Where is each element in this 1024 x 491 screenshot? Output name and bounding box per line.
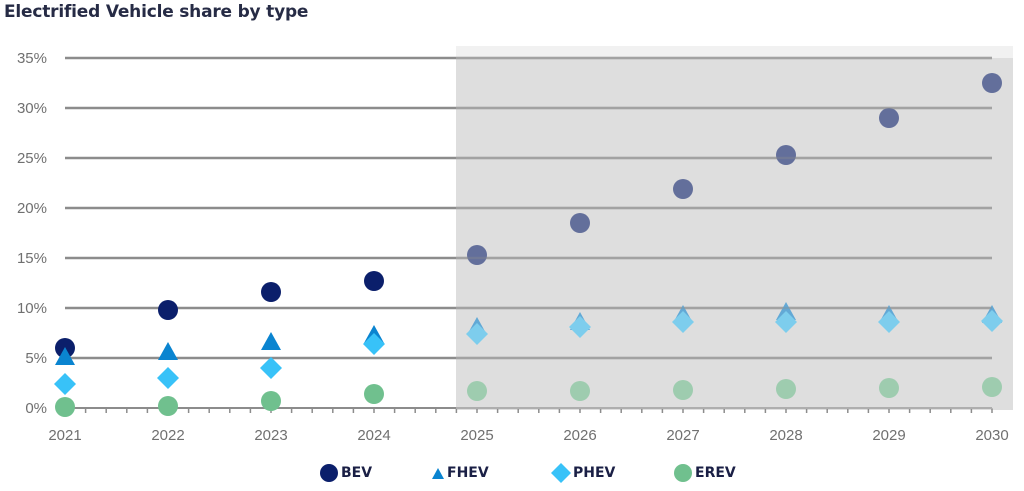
forecast-shaded-region (456, 58, 1013, 410)
x-tick-label: 2021 (48, 427, 81, 444)
data-point-bev (776, 145, 796, 165)
data-point-phev (54, 373, 76, 395)
legend-label: FHEV (447, 465, 489, 481)
y-tick-label: 10% (17, 300, 47, 317)
x-tick-label: 2023 (254, 427, 287, 444)
data-point-erev (261, 391, 281, 411)
data-point-bev (673, 179, 693, 199)
data-point-bev (261, 282, 281, 302)
x-tick-label: 2027 (666, 427, 699, 444)
circle-marker-icon (674, 464, 692, 482)
y-tick-label: 0% (25, 400, 47, 417)
data-point-fhev (158, 342, 178, 360)
triangle-marker-icon (432, 468, 444, 479)
data-point-erev (673, 380, 693, 400)
data-point-erev (467, 381, 487, 401)
scatter-chart: 0% 5% 10% 15% 20% 25% 30% 35% 2021 2022 2023 2024 2… (17, 46, 1013, 444)
data-point-fhev (261, 332, 281, 350)
data-point-erev (158, 396, 178, 416)
circle-marker-icon (320, 464, 338, 482)
data-point-phev (569, 316, 591, 338)
data-point-bev (158, 300, 178, 320)
x-tick-label: 2029 (872, 427, 905, 444)
x-tick-label: 2022 (151, 427, 184, 444)
legend-label: BEV (341, 465, 373, 481)
legend: BEV FHEV PHEV EREV (0, 462, 1024, 486)
y-tick-label: 25% (17, 150, 47, 167)
data-point-phev (363, 333, 385, 355)
data-point-erev (982, 377, 1002, 397)
x-tick-label: 2026 (563, 427, 596, 444)
data-point-phev (878, 311, 900, 333)
legend-item-bev: BEV (318, 462, 372, 484)
data-point-bev (467, 245, 487, 265)
x-tick-label: 2024 (357, 427, 390, 444)
x-tick-label: 2025 (460, 427, 493, 444)
data-point-phev (157, 367, 179, 389)
data-point-erev (55, 397, 75, 417)
legend-label: PHEV (573, 465, 616, 481)
data-point-phev (466, 323, 488, 345)
data-point-bev (570, 213, 590, 233)
data-point-fhev (55, 347, 75, 365)
data-point-phev (260, 357, 282, 379)
y-tick-label: 35% (17, 50, 47, 67)
x-tick-label: 2028 (769, 427, 802, 444)
data-point-erev (776, 379, 796, 399)
data-point-phev (672, 311, 694, 333)
data-point-bev (364, 271, 384, 291)
x-tick-label: 2030 (975, 427, 1008, 444)
data-point-phev (981, 310, 1003, 332)
y-tick-label: 5% (25, 350, 47, 367)
legend-item-phev: PHEV (550, 462, 615, 484)
diamond-marker-icon (551, 463, 571, 483)
chart-title: Electrified Vehicle share by type (4, 2, 309, 22)
data-point-phev (775, 311, 797, 333)
y-tick-label: 15% (17, 250, 47, 267)
y-tick-label: 30% (17, 100, 47, 117)
data-point-bev (879, 108, 899, 128)
data-point-erev (570, 381, 590, 401)
data-point-erev (879, 378, 899, 398)
y-tick-label: 20% (17, 200, 47, 217)
legend-label: EREV (695, 465, 736, 481)
legend-item-erev: EREV (672, 462, 736, 484)
data-point-erev (364, 384, 384, 404)
legend-item-fhev: FHEV (430, 462, 489, 484)
forecast-fade-overlay (456, 46, 1013, 409)
data-point-bev (982, 73, 1002, 93)
